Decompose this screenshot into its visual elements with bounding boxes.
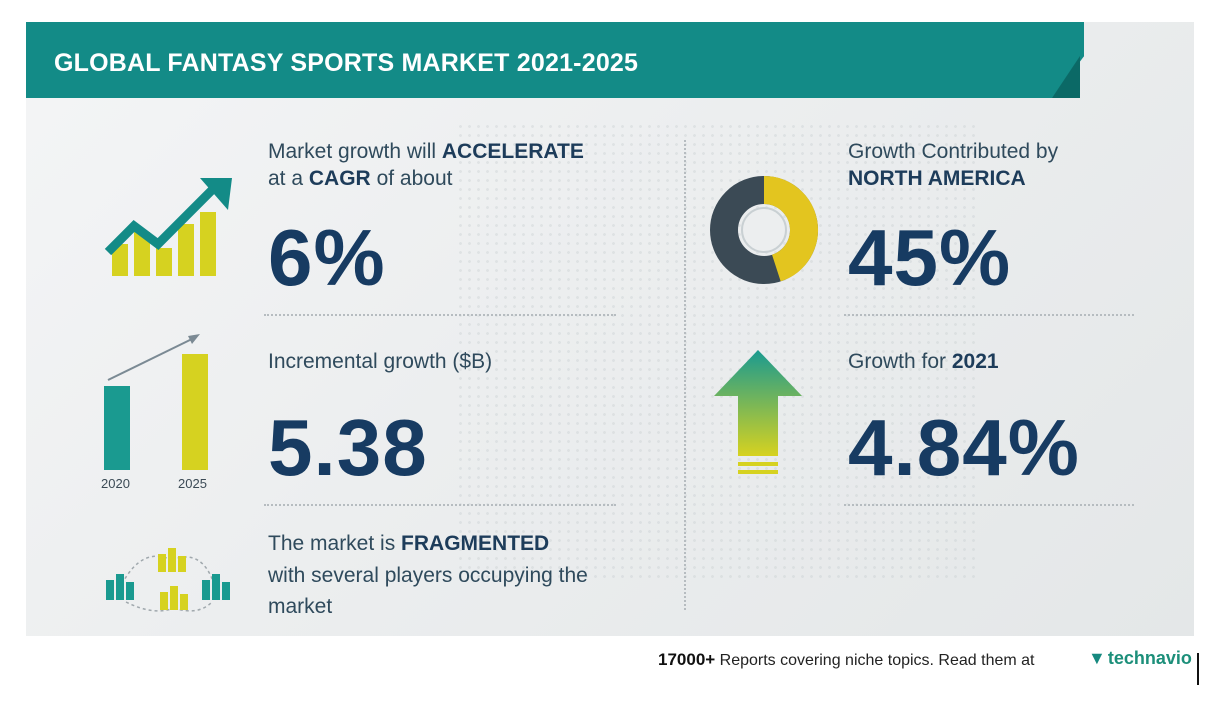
center-divider (684, 140, 686, 610)
donut-share-arc (763, 176, 818, 282)
cagr-value: 6% (268, 213, 386, 302)
network-buildings-icon (106, 548, 230, 612)
yoy-value: 4.84% (848, 403, 1080, 492)
cagr-pre: Market growth will (268, 140, 437, 163)
cagr-about: of about (376, 167, 453, 190)
donut-chart-icon (710, 176, 818, 284)
fragmented-pre: The market is (268, 532, 396, 555)
yoy-year: 2021 (951, 350, 999, 373)
region-line2: NORTH AMERICA (848, 165, 1026, 192)
cagr-label: CAGR (308, 167, 371, 190)
trend-up-chart-icon (104, 178, 232, 276)
bar-label-2025: 2025 (178, 476, 207, 491)
footer-count: 17000+ (658, 650, 716, 669)
incremental-label: Incremental growth ($B) (268, 350, 493, 373)
cagr-text-line2: at a CAGR of about (268, 165, 452, 192)
cagr-at-a: at a (268, 167, 304, 190)
cagr-text-line1: Market growth will ACCELERATE (268, 138, 584, 165)
page-title: GLOBAL FANTASY SPORTS MARKET 2021-2025 (54, 49, 639, 77)
fragmented-bold: FRAGMENTED (401, 532, 550, 555)
footer-text: 17000+ Reports covering niche topics. Re… (658, 650, 1034, 670)
logo-text: technavio (1107, 648, 1192, 668)
fragmented-line2: with several players occupying the (268, 564, 588, 587)
yoy-pre: Growth for (848, 350, 947, 373)
title-banner: GLOBAL FANTASY SPORTS MARKET 2021-2025 (26, 22, 1084, 98)
fragmented-line1: The market is FRAGMENTED (268, 530, 549, 557)
yoy-label: Growth for 2021 (848, 348, 999, 375)
cagr-accelerate: ACCELERATE (441, 140, 584, 163)
region-name: NORTH AMERICA (848, 167, 1026, 190)
right-divider-1 (844, 314, 1134, 316)
right-divider-2 (844, 504, 1134, 506)
infographic-panel: GLOBAL FANTASY SPORTS MARKET 2021-2025 M… (26, 22, 1194, 636)
region-value: 45% (848, 213, 1012, 302)
left-divider-1 (264, 314, 616, 316)
left-divider-2 (264, 504, 616, 506)
region-line1: Growth Contributed by (848, 140, 1059, 163)
bar-growth-icon: 2020 2025 (101, 334, 208, 491)
technavio-logo[interactable]: ▼ technavio (1088, 648, 1192, 669)
technavio-logo-icon: ▼ (1088, 648, 1106, 668)
incremental-value: 5.38 (268, 403, 428, 492)
text-cursor (1197, 653, 1199, 685)
footer-message: Reports covering niche topics. Read them… (719, 652, 1035, 669)
bar-label-2020: 2020 (101, 476, 130, 491)
up-arrow-icon (714, 350, 802, 474)
fragmented-line3: market (268, 595, 333, 618)
